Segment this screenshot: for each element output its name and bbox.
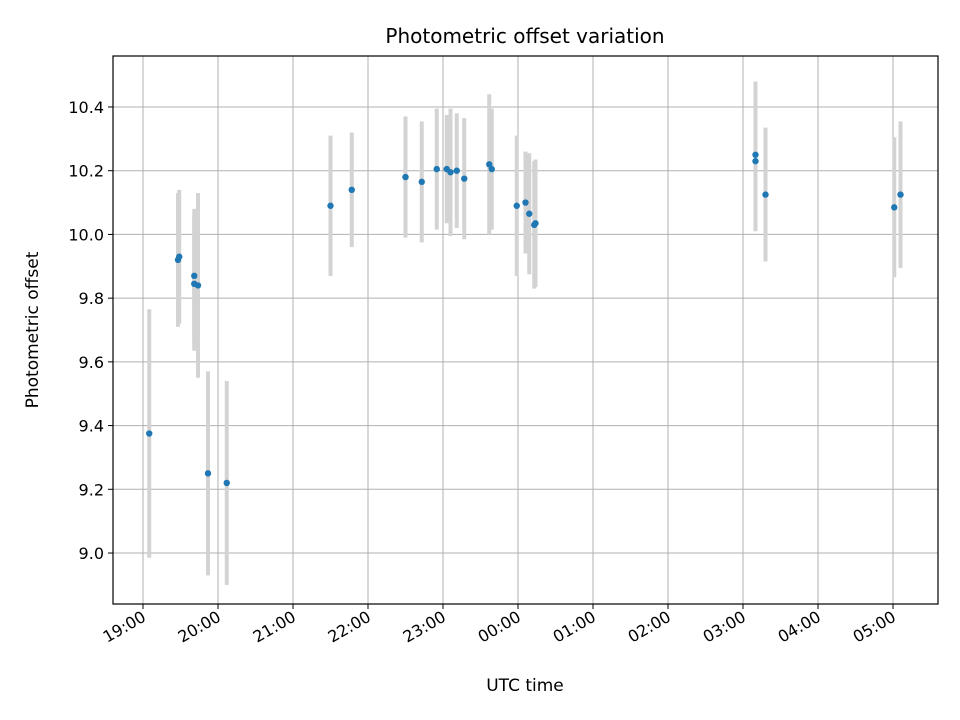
y-tick-label: 10.0	[68, 225, 104, 244]
grid	[113, 56, 938, 604]
data-point	[891, 204, 898, 211]
y-tick-label: 9.4	[79, 417, 104, 436]
data-point	[191, 272, 198, 280]
data-point	[897, 191, 904, 198]
data-point	[488, 165, 495, 173]
y-tick-label: 9.6	[79, 353, 104, 372]
x-axis-label: UTC time	[486, 676, 564, 696]
data-point	[513, 202, 520, 209]
data-point	[348, 186, 355, 194]
data-point	[402, 173, 409, 181]
data-point	[447, 169, 454, 176]
data-point	[532, 220, 539, 227]
data-point	[486, 161, 493, 168]
data-points	[146, 151, 904, 487]
data-point	[146, 430, 153, 437]
chart-title: Photometric offset variation	[385, 24, 664, 48]
data-point	[752, 151, 759, 158]
data-point	[762, 191, 769, 198]
data-point	[752, 157, 759, 165]
data-point	[461, 175, 468, 182]
data-point	[418, 178, 425, 186]
data-point	[176, 253, 183, 260]
data-point	[522, 199, 529, 206]
y-tick-label: 10.4	[68, 98, 104, 117]
y-axis-label: Photometric offset	[23, 251, 43, 408]
data-point	[327, 202, 334, 209]
y-tick-label: 9.0	[79, 544, 104, 563]
data-point	[453, 167, 460, 174]
data-point	[433, 165, 440, 173]
y-tick-label: 9.2	[79, 480, 104, 499]
data-point	[223, 479, 230, 487]
data-point	[194, 282, 202, 289]
plot-frame	[112, 55, 939, 605]
data-point	[204, 470, 212, 477]
y-axis-ticks: 9.0 9.2 9.4 9.6 9.8 10.0 10.2 10.4	[68, 98, 113, 563]
y-tick-label: 9.8	[79, 289, 104, 308]
data-point	[526, 210, 533, 217]
y-tick-label: 10.2	[68, 162, 104, 181]
